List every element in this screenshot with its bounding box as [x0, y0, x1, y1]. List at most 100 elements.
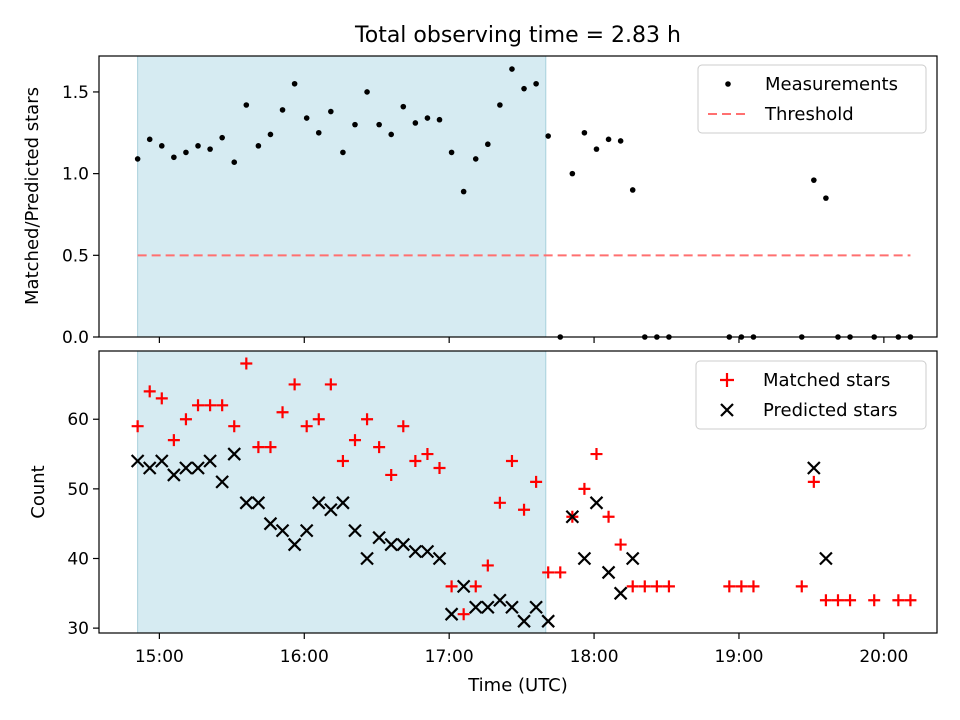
measurement-point: [267, 131, 274, 138]
panel-ratio: 0.0 0.5 1.0 1.5 Matched/Predicted stars Mea…: [22, 55, 938, 348]
predicted-stars-point: [155, 454, 169, 468]
matched-stars-point: [228, 420, 241, 433]
predicted-stars-point: [167, 468, 181, 482]
measurement-point: [593, 146, 600, 152]
matched-stars-point: [312, 413, 325, 426]
legend-predicted-label: Predicted stars: [763, 400, 897, 421]
panel-ratio-marks: [134, 66, 914, 340]
matched-stars-point: [421, 448, 434, 461]
predicted-stars-point: [275, 523, 290, 538]
y-tick-label: 0.0: [62, 328, 89, 348]
legend-ratio: Measurements Threshold: [697, 64, 927, 134]
predicted-stars-point: [420, 544, 435, 559]
predicted-stars-point: [625, 551, 640, 566]
panel-ratio-y-ticks: 0.0 0.5 1.0 1.5: [62, 83, 99, 348]
predicted-stars-point: [481, 600, 495, 615]
measurement-point: [243, 102, 250, 108]
measurement-point: [207, 146, 213, 152]
matched-stars-point: [795, 580, 808, 593]
predicted-stars-point: [517, 614, 531, 628]
measurement-point: [472, 156, 479, 162]
measurement-point: [485, 141, 491, 148]
predicted-stars-point: [336, 496, 350, 510]
measurement-point: [617, 138, 624, 144]
predicted-stars-point: [444, 607, 459, 621]
predicted-stars-point: [468, 600, 483, 615]
matched-stars-point: [288, 378, 301, 391]
matched-stars-point: [457, 608, 470, 621]
matched-stars-point: [361, 413, 374, 426]
predicted-stars-point: [432, 551, 447, 566]
matched-stars-point: [747, 580, 760, 593]
matched-stars-point: [904, 594, 917, 607]
measurement-point: [255, 143, 262, 149]
predicted-stars-point: [263, 516, 278, 531]
matched-stars-point: [723, 580, 736, 593]
y-axis-label-count: Count: [28, 465, 49, 518]
measurement-point: [533, 80, 539, 87]
matched-stars-point: [554, 566, 567, 579]
y-axis-label-ratio: Matched/Predicted stars: [22, 87, 43, 305]
measurement-point: [219, 134, 225, 141]
measurement-point: [509, 66, 515, 72]
measurement-point: [291, 80, 298, 87]
matched-stars-point: [252, 441, 265, 454]
matched-stars-point: [662, 580, 675, 593]
measurement-point: [134, 156, 141, 162]
panel-counts-y-ticks: 30 40 50 60: [67, 410, 99, 639]
legend-measurements-label: Measurements: [765, 74, 898, 95]
x-tick-label: 18:00: [570, 647, 619, 667]
predicted-stars-point: [396, 537, 411, 552]
measurement-point: [183, 149, 189, 156]
matched-stars-point: [831, 594, 844, 607]
matched-stars-point: [819, 594, 832, 607]
measurement-point: [497, 102, 503, 108]
chart-title: Total observing time = 2.83 h: [354, 23, 681, 48]
measurement-point: [400, 103, 407, 110]
panel-counts-marks: [130, 357, 917, 628]
predicted-stars-point: [179, 461, 193, 475]
x-tick-label: 16:00: [280, 647, 329, 667]
panel-counts-frame: [98, 350, 938, 634]
matched-stars-point: [735, 580, 748, 593]
predicted-stars-point: [215, 475, 229, 489]
y-tick-label: 30: [67, 619, 89, 639]
predicted-stars-point: [348, 523, 362, 538]
matched-stars-point: [192, 399, 205, 412]
matched-stars-point: [276, 406, 289, 419]
matched-stars-point: [167, 434, 180, 447]
matched-stars-point: [469, 580, 482, 593]
measurement-point: [195, 143, 201, 149]
matched-stars-point: [143, 385, 156, 398]
measurement-point: [424, 115, 431, 121]
legend-measurements-marker: [725, 81, 731, 87]
y-tick-label: 40: [67, 549, 89, 569]
predicted-stars-point: [384, 537, 398, 552]
matched-stars-point: [602, 510, 615, 523]
measurement-point: [629, 187, 636, 193]
predicted-stars-point: [408, 544, 423, 559]
predicted-stars-point: [601, 565, 616, 580]
predicted-stars-point: [130, 454, 145, 468]
predicted-stars-point: [456, 579, 471, 594]
matched-stars-point: [445, 580, 458, 593]
predicted-stars-point: [251, 496, 266, 510]
measurement-point: [581, 129, 588, 136]
panel-ratio-frame: [98, 55, 938, 338]
measurement-point: [279, 107, 286, 113]
matched-stars-point: [204, 399, 217, 412]
measurement-point: [171, 154, 177, 161]
matched-stars-point: [626, 580, 639, 593]
matched-stars-point: [542, 566, 555, 579]
matched-stars-point: [481, 559, 494, 572]
predicted-stars-point: [203, 454, 217, 468]
matched-stars-point: [530, 475, 543, 488]
measurement-point: [340, 149, 346, 156]
matched-stars-point: [264, 441, 277, 454]
predicted-stars-point: [227, 447, 242, 461]
x-tick-label: 15:00: [135, 647, 184, 667]
matched-stars-point: [493, 496, 506, 509]
predicted-stars-point: [589, 496, 604, 510]
